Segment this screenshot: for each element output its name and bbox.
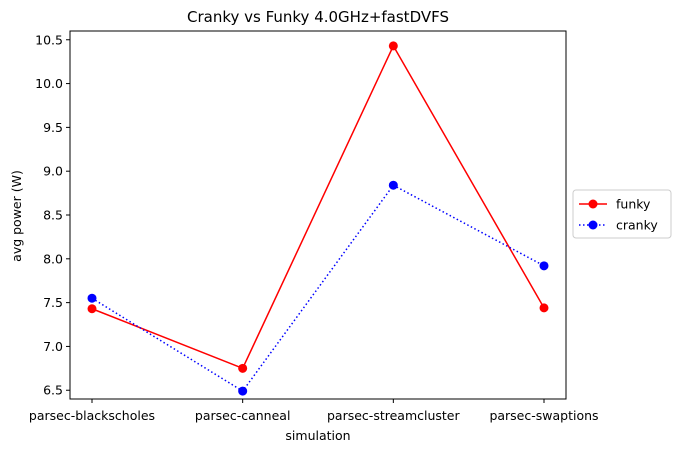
legend-marker-funky (588, 199, 598, 209)
legend-label-funky: funky (616, 197, 651, 212)
data-point-funky (539, 303, 549, 313)
y-axis-title: avg power (W) (9, 170, 24, 262)
y-tick-label: 8.0 (43, 251, 63, 266)
y-tick-label: 8.5 (43, 208, 63, 223)
plot-frame (69, 30, 567, 400)
chart-title: Cranky vs Funky 4.0GHz+fastDVFS (187, 8, 449, 26)
legend: funky cranky (572, 189, 672, 239)
legend-label-cranky: cranky (616, 218, 658, 233)
y-tick-label: 10.0 (35, 76, 63, 91)
x-tick-label: parsec-streamcluster (327, 408, 460, 423)
x-axis-title: simulation (285, 428, 350, 443)
legend-box (572, 189, 672, 239)
y-tick-label: 7.0 (43, 339, 63, 354)
y-axis: 6.5 7.0 7.5 8.0 8.5 9.0 9.5 10.0 10.5 (35, 32, 70, 398)
y-tick-label: 9.0 (43, 164, 63, 179)
data-point-funky (388, 41, 398, 51)
data-point-cranky (87, 293, 97, 303)
y-tick-label: 9.5 (43, 120, 63, 135)
x-axis: parsec-blackscholes parsec-canneal parsec-… (29, 399, 599, 423)
data-point-funky (238, 363, 248, 373)
data-point-cranky (539, 261, 549, 271)
data-point-funky (87, 304, 97, 314)
y-tick-label: 6.5 (43, 383, 63, 398)
x-tick-label: parsec-swaptions (489, 408, 598, 423)
legend-marker-cranky (588, 220, 598, 230)
data-point-cranky (388, 180, 398, 190)
y-tick-label: 7.5 (43, 295, 63, 310)
x-tick-label: parsec-canneal (195, 408, 291, 423)
data-point-cranky (238, 386, 248, 396)
x-tick-label: parsec-blackscholes (29, 408, 155, 423)
plot-area (69, 30, 567, 400)
series-line-funky (91, 44, 545, 370)
y-tick-label: 10.5 (35, 32, 63, 47)
series-line-cranky (91, 184, 545, 393)
